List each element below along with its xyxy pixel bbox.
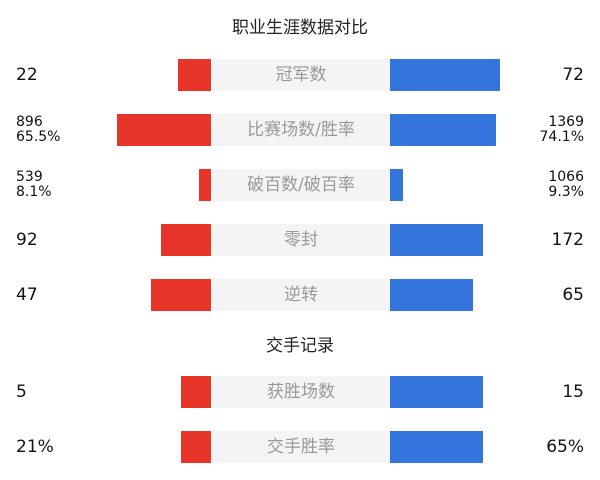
right-value-line: 1066 <box>548 169 584 185</box>
stat-label: 逆转 <box>212 279 390 311</box>
left-value-line: 47 <box>16 284 38 305</box>
left-value: 5 <box>16 376 27 408</box>
left-bar <box>161 224 211 256</box>
comparison-row: 交手胜率 21% 65% <box>0 431 600 463</box>
right-bar <box>390 279 473 311</box>
left-bar <box>199 169 211 201</box>
right-value-line: 65 <box>562 284 584 305</box>
right-value: 1369 74.1% <box>540 114 584 146</box>
left-value: 47 <box>16 279 38 311</box>
left-value-line: 539 <box>16 169 43 185</box>
right-value: 65% <box>546 431 584 463</box>
left-value-line: 8.1% <box>16 184 52 200</box>
right-value-line: 65% <box>546 436 584 457</box>
right-value-line: 1369 <box>548 114 584 130</box>
right-value-line: 72 <box>562 64 584 85</box>
right-bar <box>390 376 483 408</box>
section-title: 职业生涯数据对比 <box>232 18 368 38</box>
left-value: 21% <box>16 431 54 463</box>
right-value-line: 15 <box>562 381 584 402</box>
left-bar <box>151 279 211 311</box>
left-value-line: 92 <box>16 229 38 250</box>
right-value: 172 <box>552 224 584 256</box>
left-bar <box>178 59 211 91</box>
stat-label: 获胜场数 <box>212 376 390 408</box>
right-value: 1066 9.3% <box>548 169 584 201</box>
stat-label: 比赛场数/胜率 <box>212 114 390 146</box>
right-bar <box>390 169 403 201</box>
comparison-row: 破百数/破百率 539 8.1% 1066 9.3% <box>0 169 600 201</box>
left-value: 22 <box>16 59 38 91</box>
stat-label: 冠军数 <box>212 59 390 91</box>
stat-label: 交手胜率 <box>212 431 390 463</box>
comparison-row: 冠军数 22 72 <box>0 59 600 91</box>
left-value: 539 8.1% <box>16 169 52 201</box>
right-bar <box>390 224 483 256</box>
left-bar <box>117 114 211 146</box>
left-value-line: 896 <box>16 114 43 130</box>
right-value: 65 <box>562 279 584 311</box>
left-value-line: 21% <box>16 436 54 457</box>
stat-label: 破百数/破百率 <box>212 169 390 201</box>
left-value-line: 5 <box>16 381 27 402</box>
left-bar <box>181 376 211 408</box>
right-bar <box>390 59 500 91</box>
comparison-row: 逆转 47 65 <box>0 279 600 311</box>
comparison-row: 获胜场数 5 15 <box>0 376 600 408</box>
right-bar <box>390 431 483 463</box>
comparison-row: 零封 92 172 <box>0 224 600 256</box>
right-value-line: 74.1% <box>539 129 584 145</box>
right-value-line: 9.3% <box>548 184 584 200</box>
right-bar <box>390 114 496 146</box>
right-value: 72 <box>562 59 584 91</box>
right-value-line: 172 <box>551 229 584 250</box>
comparison-row: 比赛场数/胜率 896 65.5% 1369 74.1% <box>0 114 600 146</box>
left-value: 92 <box>16 224 38 256</box>
left-value: 896 65.5% <box>16 114 60 146</box>
section-title: 交手记录 <box>266 336 334 356</box>
left-bar <box>181 431 211 463</box>
right-value: 15 <box>562 376 584 408</box>
stat-label: 零封 <box>212 224 390 256</box>
left-value-line: 22 <box>16 64 38 85</box>
left-value-line: 65.5% <box>16 129 61 145</box>
